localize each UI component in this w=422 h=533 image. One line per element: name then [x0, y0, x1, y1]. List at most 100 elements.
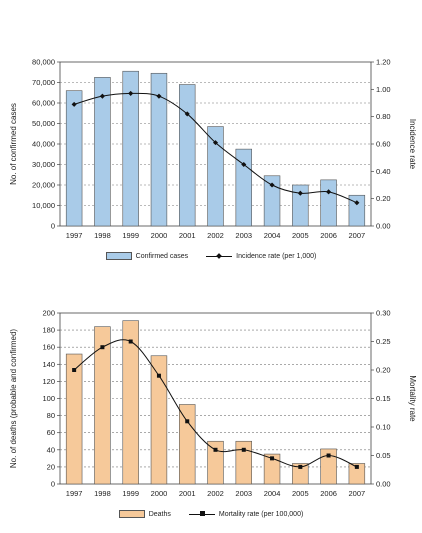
- y-tick-label: 0: [51, 480, 55, 489]
- x-tick-label: 2006: [320, 231, 337, 240]
- point: [185, 419, 190, 424]
- bar: [150, 355, 168, 485]
- point: [270, 456, 275, 461]
- y2-tick-label: 1.00: [376, 85, 391, 94]
- y-tick-label: 40,000: [32, 140, 55, 149]
- x-tick-label: 2001: [179, 489, 196, 498]
- y2-tick-label: 0.80: [376, 112, 391, 121]
- y2-tick-label: 0.20: [376, 194, 391, 203]
- y-tick-label: 160: [42, 343, 55, 352]
- point: [354, 464, 359, 469]
- y2-tick-label: 0.25: [376, 337, 391, 346]
- y-tick-label: 180: [42, 326, 55, 335]
- point: [297, 190, 303, 196]
- bar: [150, 72, 168, 227]
- legend-label: Confirmed cases: [135, 252, 189, 260]
- y2-tick-label: 0.30: [376, 309, 391, 318]
- line-swatch-diamond: [206, 252, 233, 260]
- y-tick-label: 30,000: [32, 160, 55, 169]
- bar: [65, 353, 83, 485]
- y2-axis-title: Mortality rate: [408, 375, 417, 422]
- y2-tick-label: 0.20: [376, 366, 391, 375]
- bar: [179, 84, 196, 227]
- y2-axis-title: Incidence rate: [408, 119, 417, 170]
- bar-swatch: [105, 252, 132, 260]
- x-tick-label: 2004: [264, 489, 281, 498]
- x-tick-label: 1999: [122, 231, 139, 240]
- y2-tick-label: 0.00: [376, 480, 391, 489]
- x-tick-label: 2005: [292, 231, 309, 240]
- bar: [292, 463, 309, 485]
- point: [100, 345, 105, 350]
- x-tick-label: 2005: [292, 489, 309, 498]
- chart-confirmed-cases: 0 10,000 20,000 30,000 40,000 50,000 60,000 70,…: [9, 58, 417, 241]
- legend-label: Mortality rate (per 100,000): [218, 510, 304, 518]
- x-tick-label: 1998: [94, 231, 111, 240]
- bar: [94, 326, 111, 485]
- legend-deaths: Deaths Mortality rate (per 100,000): [0, 510, 422, 518]
- y-tick-label: 60,000: [32, 99, 55, 108]
- x-tick-label: 2006: [320, 489, 337, 498]
- legend-label: Deaths: [148, 510, 171, 518]
- bar-swatch: [118, 510, 145, 518]
- x-tick-label: 1997: [66, 231, 83, 240]
- chart-deaths: 0 20 40 60 80 100 120 140 160 180 200 0.00 0.05 0.10 0…: [0, 295, 422, 533]
- y-tick-label: 40: [47, 445, 55, 454]
- x-tick-label: 2003: [235, 231, 252, 240]
- y-axis-title: No. of confirmed cases: [9, 103, 18, 185]
- legend-label: Incidence rate (per 1,000): [236, 252, 317, 260]
- point: [212, 140, 219, 146]
- bar: [263, 175, 281, 227]
- x-tick-label: 2002: [207, 489, 224, 498]
- x-tick-label: 1999: [122, 489, 139, 498]
- point: [326, 453, 331, 458]
- bar: [292, 184, 309, 227]
- bar: [235, 148, 252, 227]
- x-tick-label: 2000: [151, 231, 168, 240]
- bar: [65, 90, 83, 227]
- y-tick-label: 140: [42, 360, 55, 369]
- chart-confirmed-cases-svg: 0 10,000 20,000 30,000 40,000 50,000 60,000 70,…: [9, 58, 417, 241]
- bar: [320, 179, 337, 227]
- y-tick-label: 70,000: [32, 78, 55, 87]
- bar: [348, 463, 366, 485]
- y-tick-label: 20: [47, 462, 55, 471]
- y-axis-title: No. of deaths (probable and confirmed): [9, 329, 18, 469]
- x-tick-label: 2003: [235, 489, 252, 498]
- legend-confirmed-cases: Confirmed cases Incidence rate (per 1,00…: [0, 252, 422, 260]
- legend-item-bars: Deaths: [118, 510, 171, 518]
- chart-deaths-svg: 0 20 40 60 80 100 120 140 160 180 200 0.00 0.05 0.10 0…: [9, 309, 417, 499]
- point: [241, 161, 247, 168]
- bar: [122, 70, 139, 227]
- y-tick-label: 100: [42, 394, 55, 403]
- point: [128, 339, 133, 344]
- bar: [320, 448, 337, 485]
- point: [269, 182, 275, 188]
- line-swatch-square: [188, 510, 215, 518]
- y-tick-label: 200: [42, 309, 55, 318]
- y-tick-label: 50,000: [32, 119, 55, 128]
- y-tick-label: 10,000: [32, 201, 55, 210]
- point: [298, 464, 303, 469]
- point: [156, 93, 162, 99]
- bar: [235, 440, 252, 485]
- y2-tick-label: 0.00: [376, 222, 391, 231]
- y-tick-label: 80,000: [32, 58, 55, 67]
- bar: [207, 126, 224, 227]
- bar: [94, 77, 111, 227]
- x-tick-label: 2001: [179, 231, 196, 240]
- bar: [263, 453, 281, 485]
- y-tick-label: 80: [47, 411, 55, 420]
- x-tick-label: 2002: [207, 231, 224, 240]
- y2-tick-label: 0.15: [376, 394, 391, 403]
- y2-tick-label: 0.60: [376, 140, 391, 149]
- x-tick-label: 2007: [349, 231, 366, 240]
- bar: [207, 440, 224, 485]
- y-tick-label: 20,000: [32, 181, 55, 190]
- y2-tick-label: 0.05: [376, 451, 391, 460]
- bar: [122, 320, 139, 485]
- x-tick-label: 1998: [94, 489, 111, 498]
- y2-tick-label: 0.40: [376, 167, 391, 176]
- legend-item-line: Incidence rate (per 1,000): [206, 252, 316, 260]
- point: [99, 93, 105, 99]
